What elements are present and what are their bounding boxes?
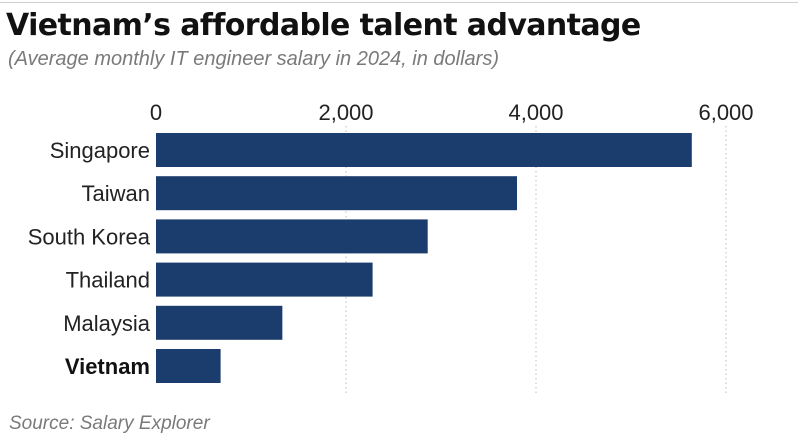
x-tick-label: 0 [150, 100, 162, 125]
category-label: Vietnam [65, 354, 150, 379]
chart-source: Source: Salary Explorer [9, 413, 210, 434]
category-label: Malaysia [63, 311, 151, 336]
category-label: Taiwan [82, 181, 150, 206]
bar-thailand [156, 262, 373, 297]
bar-south-korea [156, 219, 428, 254]
chart-subtitle: (Average monthly IT engineer salary in 2… [8, 48, 499, 70]
x-axis-ticks: 0 2,000 4,000 6,000 [150, 100, 754, 125]
bar-malaysia [156, 305, 283, 340]
category-label: Thailand [66, 268, 150, 293]
x-tick-label: 6,000 [698, 100, 753, 125]
gridlines [345, 126, 727, 396]
category-label: Singapore [50, 138, 150, 163]
bars [156, 133, 692, 383]
bar-singapore [156, 133, 692, 167]
x-tick-label: 2,000 [318, 100, 373, 125]
x-tick-label: 4,000 [508, 100, 563, 125]
bar-taiwan [156, 176, 517, 211]
chart-title: Vietnam’s affordable talent advantage [6, 8, 641, 43]
top-rule [0, 2, 798, 3]
category-label: South Korea [28, 224, 151, 249]
category-labels: Singapore Taiwan South Korea Thailand Malays… [28, 138, 151, 379]
bar-vietnam [156, 349, 221, 383]
